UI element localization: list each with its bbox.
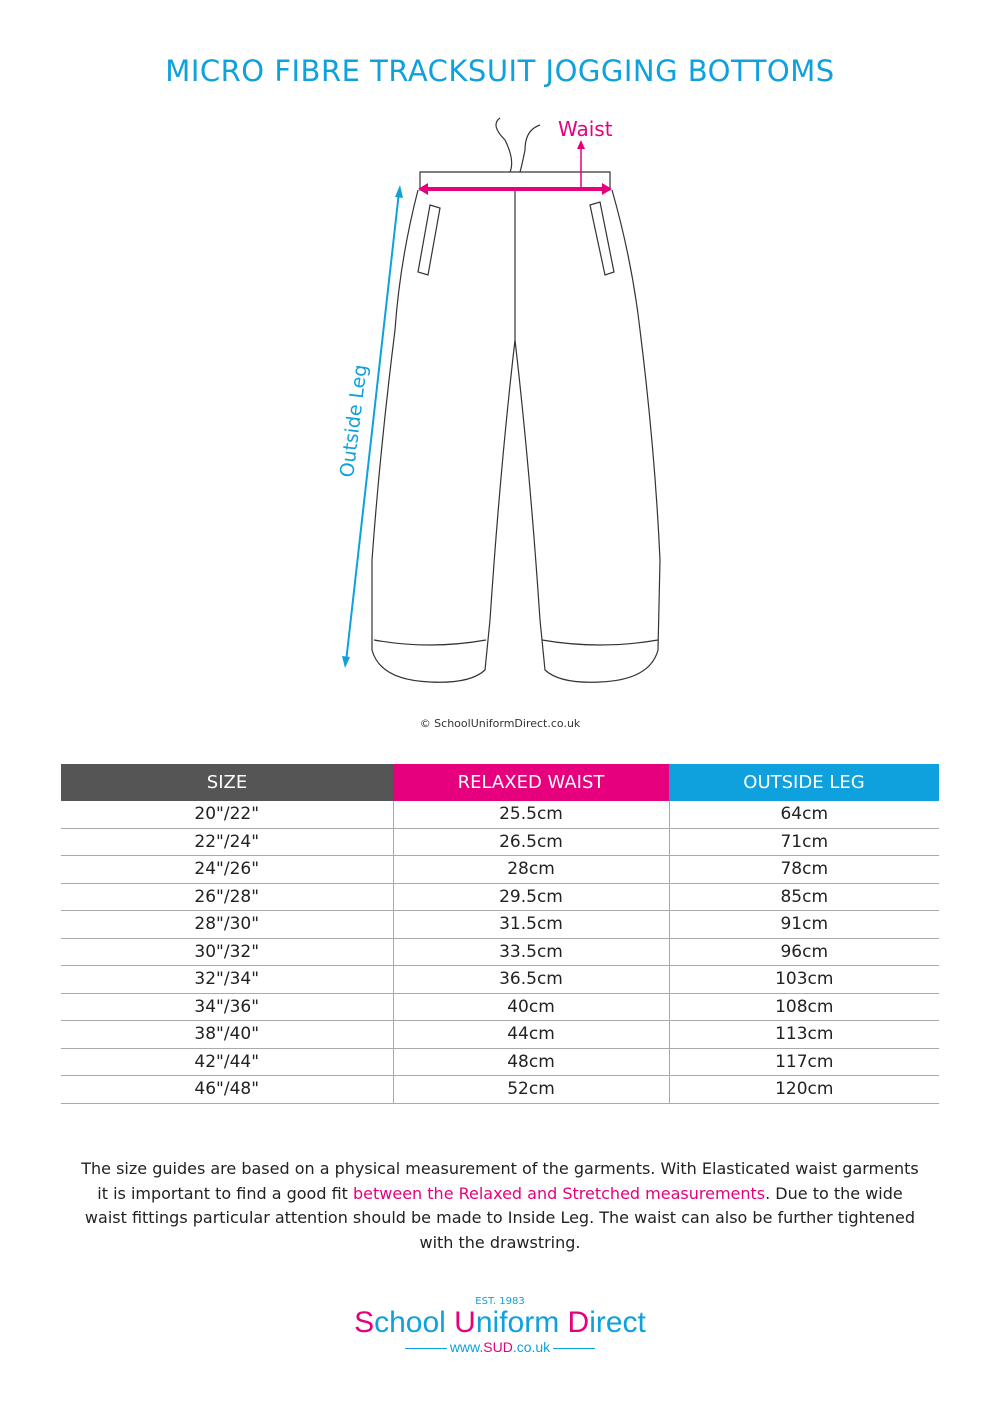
cell-size: 30"/32" [61,938,393,966]
table-row: 20"/22" 25.5cm 64cm [61,801,939,829]
logo-url: www.SUD.co.uk [0,1339,1000,1355]
cell-relaxed-waist: 33.5cm [392,938,669,966]
cell-size: 38"/40" [61,1020,393,1049]
table-row: 30"/32" 33.5cm 96cm [61,938,939,966]
cell-outside-leg: 113cm [668,1020,939,1049]
table-row: 32"/34" 36.5cm 103cm [61,965,939,994]
table-row: 28"/30" 31.5cm 91cm [61,910,939,939]
cell-outside-leg: 103cm [668,965,939,994]
cell-outside-leg: 120cm [668,1075,939,1104]
cell-relaxed-waist: 40cm [392,993,669,1021]
cell-relaxed-waist: 36.5cm [392,965,669,994]
table-row: 38"/40" 44cm 113cm [61,1020,939,1049]
copyright: © SchoolUniformDirect.co.uk [419,717,581,730]
cell-size: 22"/24" [61,828,393,856]
header-outside-leg: OUTSIDE LEG [669,764,939,801]
cell-outside-leg: 96cm [668,938,939,966]
note-text: The size guides are based on a physical … [81,1159,919,1203]
logo-est: EST. 1983 [475,1296,525,1307]
cell-outside-leg: 85cm [668,883,939,911]
cell-relaxed-waist: 29.5cm [392,883,669,911]
cell-size: 32"/34" [61,965,393,994]
note-text-end: . Due to the wide waist fittings particu… [84,1183,916,1252]
cell-outside-leg: 64cm [668,801,939,829]
table-row: 46"/48" 52cm 120cm [61,1075,939,1104]
trousers-outline [371,117,661,683]
outside-leg-label: Outside Leg [336,363,372,478]
table-row: 24"/26" 28cm 78cm [61,855,939,884]
cell-relaxed-waist: 48cm [392,1048,669,1076]
cell-outside-leg: 117cm [668,1048,939,1076]
cell-size: 34"/36" [61,993,393,1021]
table-row: 42"/44" 48cm 117cm [61,1048,939,1076]
cell-relaxed-waist: 52cm [392,1075,669,1104]
size-table: SIZE RELAXED WAIST OUTSIDE LEG 20"/22" 25… [61,764,939,1104]
table-row: 22"/24" 26.5cm 71cm [61,828,939,856]
trousers-diagram: Waist Outside Leg [336,117,661,683]
header-relaxed-waist: RELAXED WAIST [393,764,669,801]
logo-brand: School Uniform Direct [354,1306,646,1339]
cell-size: 26"/28" [61,883,393,911]
note-highlight: between the Relaxed and Stretched measur… [353,1183,766,1203]
header-size: SIZE [61,764,393,801]
school-uniform-direct-logo[interactable]: EST. 1983 School Uniform Direct www.SUD.… [0,1296,1000,1355]
cell-relaxed-waist: 44cm [392,1020,669,1049]
cell-size: 46"/48" [61,1075,393,1104]
cell-relaxed-waist: 25.5cm [392,801,669,829]
cell-relaxed-waist: 26.5cm [392,828,669,856]
waist-measure-arrow [418,140,612,195]
cell-size: 28"/30" [61,910,393,939]
cell-size: 24"/26" [61,855,393,884]
waist-label: Waist [558,117,613,141]
cell-size: 20"/22" [61,801,393,829]
outside-leg-measure-arrow [342,185,403,668]
cell-outside-leg: 71cm [668,828,939,856]
page-title: MICRO FIBRE TRACKSUIT JOGGING BOTTOMS [165,54,835,88]
table-row: 26"/28" 29.5cm 85cm [61,883,939,911]
cell-outside-leg: 108cm [668,993,939,1021]
cell-relaxed-waist: 31.5cm [392,910,669,939]
cell-outside-leg: 78cm [668,855,939,884]
cell-outside-leg: 91cm [668,910,939,939]
size-guide-note: The size guides are based on a physical … [75,1157,925,1255]
cell-relaxed-waist: 28cm [392,855,669,884]
table-row: 34"/36" 40cm 108cm [61,993,939,1021]
cell-size: 42"/44" [61,1048,393,1076]
